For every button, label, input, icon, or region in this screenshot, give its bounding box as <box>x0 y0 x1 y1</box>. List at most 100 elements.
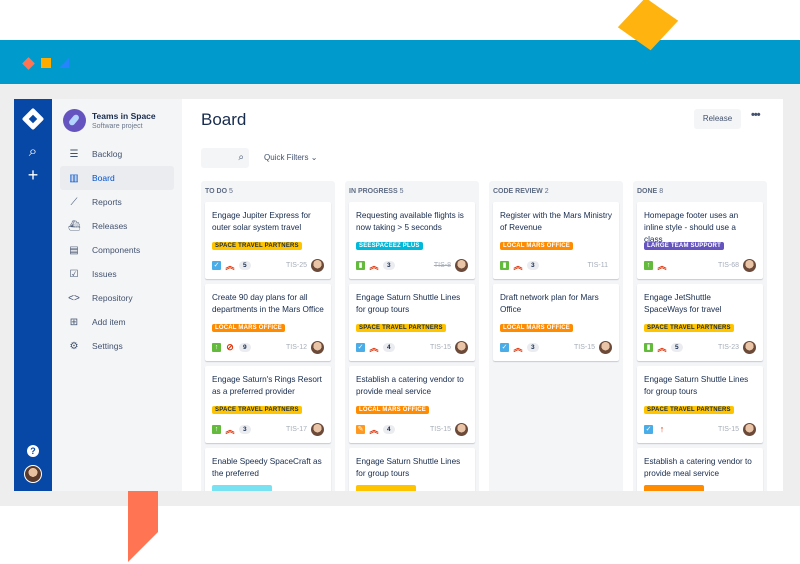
issue-card[interactable]: Engage JetShuttle SpaceWays for travel SP… <box>637 284 763 361</box>
issues-icon: ☑ <box>69 268 79 280</box>
sidebar-item-reports[interactable]: ⟋ Reports <box>60 190 174 214</box>
sidebar-item-repository[interactable]: <> Repository <box>60 286 174 310</box>
issue-card[interactable]: Draft network plan for Mars Office LOCAL … <box>493 284 619 361</box>
sidebar-item-components[interactable]: ▤ Components <box>60 238 174 262</box>
card-title: Requesting available flights is now taki… <box>356 211 464 232</box>
assignee-avatar <box>455 258 468 272</box>
project-sidebar: Teams in Space Software project ☰ Backlog… <box>52 99 182 491</box>
search-icon[interactable]: ⌕ <box>28 143 38 160</box>
epic-label[interactable]: LOCAL MARS OFFICE <box>500 242 573 250</box>
sidebar-item-settings[interactable]: ⚙ Settings <box>60 334 174 358</box>
sidebar-item-releases[interactable]: ⛴ Releases <box>60 214 174 238</box>
epic-label[interactable]: SPACE TRAVEL PARTNERS <box>356 324 446 332</box>
issue-key[interactable]: TIS-15 <box>717 425 739 433</box>
assignee-avatar <box>743 340 756 354</box>
card-footer: ✓ ︽ 5 TIS-25 <box>212 258 324 272</box>
jira-logo-icon[interactable] <box>21 107 45 131</box>
card-title: Engage JetShuttle SpaceWays for travel <box>644 293 722 314</box>
issue-card[interactable]: Homepage footer uses an inline style - s… <box>637 202 763 279</box>
issue-key[interactable]: TIS-25 <box>285 261 307 269</box>
card-footer: ↑ ︽ TIS-68 <box>644 258 756 272</box>
column-count: 5 <box>399 188 404 195</box>
card-footer: ✎ ︽ 4 TIS-15 <box>356 422 468 436</box>
epic-label[interactable]: LOCAL MARS OFFICE <box>356 406 429 414</box>
sidebar-item-issues[interactable]: ☑ Issues <box>60 262 174 286</box>
release-button[interactable]: Release <box>694 109 741 129</box>
issue-key[interactable]: TIS-17 <box>285 425 307 433</box>
priority-highest-icon: ︽ <box>657 260 667 271</box>
issue-card[interactable]: Establish a catering vendor to provide m… <box>637 448 763 491</box>
epic-label[interactable] <box>212 485 272 491</box>
page-title: Board <box>201 110 247 129</box>
issue-card[interactable]: Register with the Mars Ministry of Reven… <box>493 202 619 279</box>
card-title: Create 90 day plans for all departments … <box>212 293 324 314</box>
estimate-badge: 4 <box>383 342 395 352</box>
issue-key[interactable]: TIS-23 <box>717 343 739 351</box>
top-banner <box>0 40 800 84</box>
issue-card[interactable]: Requesting available flights is now taki… <box>349 202 475 279</box>
assignee-avatar <box>743 258 756 272</box>
issue-card[interactable]: Establish a catering vendor to provide m… <box>349 366 475 443</box>
reports-icon: ⟋ <box>70 196 78 208</box>
card-footer: ↑ ︽ 3 TIS-17 <box>212 422 324 436</box>
estimate-badge: 3 <box>383 260 395 270</box>
column-to-do: TO DO 5 Engage Jupiter Express for outer … <box>201 181 335 491</box>
epic-label[interactable]: LOCAL MARS OFFICE <box>212 324 285 332</box>
task-icon: ✓ <box>212 260 221 270</box>
issue-card[interactable]: Engage Saturn Shuttle Lines for group to… <box>349 448 475 491</box>
epic-label[interactable] <box>356 485 416 491</box>
project-header[interactable]: Teams in Space Software project <box>60 109 174 132</box>
issue-key[interactable]: TIS-15 <box>429 425 451 433</box>
issue-key[interactable]: TIS-11 <box>587 261 609 269</box>
card-title: Register with the Mars Ministry of Reven… <box>500 211 612 232</box>
plus-icon[interactable]: + <box>27 165 39 185</box>
card-title: Engage Saturn's Rings Resort as a prefer… <box>212 375 322 396</box>
sidebar-item-add-item[interactable]: ⊞ Add item <box>60 310 174 334</box>
estimate-badge: 5 <box>671 342 683 352</box>
epic-label[interactable]: SPACE TRAVEL PARTNERS <box>644 406 734 414</box>
column-header: IN PROGRESS 5 <box>349 181 475 202</box>
project-avatar <box>63 109 86 132</box>
issue-key[interactable]: TIS-15 <box>573 343 595 351</box>
issue-card[interactable]: Enable Speedy SpaceCraft as the preferre… <box>205 448 331 491</box>
triangle-shape <box>59 58 69 68</box>
assignee-avatar <box>455 340 468 354</box>
help-icon[interactable]: ? <box>27 445 39 457</box>
issue-card[interactable]: Engage Jupiter Express for outer solar s… <box>205 202 331 279</box>
epic-label[interactable]: SPACE TRAVEL PARTNERS <box>212 242 302 250</box>
epic-label[interactable]: SEESPACEEZ PLUS <box>356 242 423 250</box>
estimate-badge: 4 <box>383 424 395 434</box>
search-input[interactable]: ⌕ <box>201 148 249 168</box>
sidebar-item-board[interactable]: ▥ Board <box>60 166 174 190</box>
more-button[interactable]: ••• <box>751 109 761 121</box>
card-title: Homepage footer uses an inline style - s… <box>644 211 739 244</box>
sidebar-item-label: Issues <box>92 269 117 279</box>
chevron-down-icon: ⌄ <box>310 153 318 162</box>
sidebar-item-label: Reports <box>92 197 122 207</box>
epic-label[interactable]: LARGE TEAM SUPPORT <box>644 242 724 250</box>
card-footer: ✓ ↑ TIS-15 <box>644 422 756 436</box>
epic-label[interactable]: SPACE TRAVEL PARTNERS <box>212 406 302 414</box>
add-item-icon: ⊞ <box>69 316 79 328</box>
issue-card[interactable]: Engage Saturn Shuttle Lines for group to… <box>637 366 763 443</box>
column-done: DONE 8 Homepage footer uses an inline sty… <box>633 181 767 491</box>
epic-label[interactable]: SPACE TRAVEL PARTNERS <box>644 324 734 332</box>
issue-key[interactable]: TIS-8 <box>433 261 451 269</box>
card-title: Draft network plan for Mars Office <box>500 293 599 314</box>
column-count: 8 <box>659 188 664 195</box>
sidebar-item-backlog[interactable]: ☰ Backlog <box>60 142 174 166</box>
epic-label[interactable]: LOCAL MARS OFFICE <box>500 324 573 332</box>
column-count: 2 <box>544 188 549 195</box>
issue-card[interactable]: Create 90 day plans for all departments … <box>205 284 331 361</box>
issue-key[interactable]: TIS-15 <box>429 343 451 351</box>
quick-filters-dropdown[interactable]: Quick Filters ⌄ <box>264 153 317 162</box>
card-title: Engage Saturn Shuttle Lines for group to… <box>356 293 461 314</box>
epic-label[interactable] <box>644 485 704 491</box>
issue-key[interactable]: TIS-68 <box>717 261 739 269</box>
issue-card[interactable]: Engage Saturn's Rings Resort as a prefer… <box>205 366 331 443</box>
avatar[interactable] <box>24 465 42 483</box>
issue-card[interactable]: Engage Saturn Shuttle Lines for group to… <box>349 284 475 361</box>
board-main: Board Release ••• ⌕ Quick Filters ⌄ TO D… <box>182 99 783 491</box>
issue-key[interactable]: TIS-12 <box>285 343 307 351</box>
sidebar-item-label: Board <box>92 173 115 183</box>
